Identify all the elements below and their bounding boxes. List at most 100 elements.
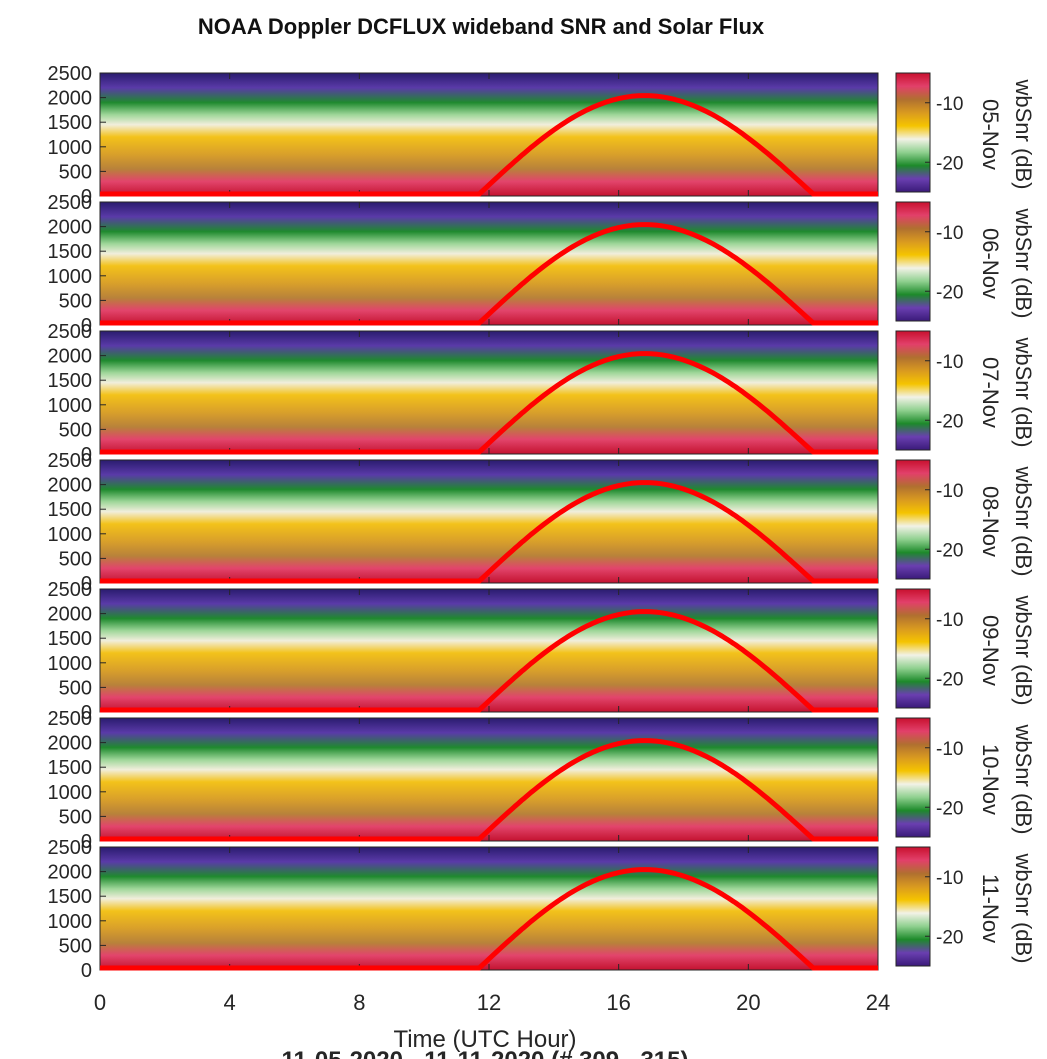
heatmap-09-Nov	[100, 589, 878, 712]
x-tick-label: 20	[736, 990, 760, 1015]
y-tick-label: 1500	[48, 370, 93, 392]
y-tick-label: 2500	[48, 192, 93, 214]
x-tick-label: 24	[866, 990, 890, 1015]
colorbar-label: wbSnr (dB)	[1011, 336, 1036, 447]
solar-flux-curve	[100, 351, 878, 455]
y-tick-label: 1500	[48, 112, 93, 134]
solar-flux-curve	[100, 222, 878, 326]
colorbar	[895, 201, 931, 322]
colorbar-tick-label: -20	[936, 927, 963, 948]
solar-flux-curve	[100, 609, 878, 713]
y-tick-label: 500	[59, 290, 92, 312]
colorbar-tick-label: -20	[936, 153, 963, 174]
y-tick-label: 1500	[48, 241, 93, 263]
panel-date-label: 05-Nov	[978, 99, 1003, 170]
x-tick-label: 8	[353, 990, 365, 1015]
y-tick-label: 2500	[48, 579, 93, 601]
y-tick-label: 2500	[48, 837, 93, 859]
y-tick-label: 500	[59, 548, 92, 570]
colorbar	[895, 588, 931, 709]
y-tick-label: 500	[59, 935, 92, 957]
y-tick-label: 500	[59, 677, 92, 699]
panel-date-label: 10-Nov	[978, 744, 1003, 815]
colorbar-tick-label: -10	[936, 223, 963, 244]
panel-date-label: 06-Nov	[978, 228, 1003, 299]
colorbar-tick-label: -20	[936, 798, 963, 819]
y-tick-label: 2000	[48, 88, 93, 110]
colorbar-tick-label: -10	[936, 868, 963, 889]
x-tick-label: 4	[224, 990, 236, 1015]
y-tick-label: 500	[59, 419, 92, 441]
y-tick-label: 2000	[48, 862, 93, 884]
x-tick-label: 16	[606, 990, 630, 1015]
chart-subtitle: 11-05-2020 - 11-11-2020 (# 309 - 315)	[282, 1047, 689, 1059]
panel-date-label: 07-Nov	[978, 357, 1003, 428]
y-tick-label: 1500	[48, 499, 93, 521]
x-tick-label: 0	[94, 990, 106, 1015]
chart-title: NOAA Doppler DCFLUX wideband SNR and Sol…	[197, 14, 765, 39]
y-tick-label: 1000	[48, 911, 93, 933]
y-tick-label: 1000	[48, 653, 93, 675]
panel-date-label: 11-Nov	[978, 874, 1003, 943]
colorbar-tick-label: -20	[936, 669, 963, 690]
y-tick-label: 1500	[48, 628, 93, 650]
colorbar-label: wbSnr (dB)	[1011, 852, 1036, 963]
heatmap-08-Nov	[100, 460, 878, 583]
colorbar-tick-label: -20	[936, 540, 963, 561]
colorbar	[895, 717, 931, 838]
colorbar-label: wbSnr (dB)	[1011, 594, 1036, 705]
y-tick-label: 2000	[48, 217, 93, 239]
y-tick-label: 0	[81, 573, 92, 595]
y-tick-label: 2500	[48, 321, 93, 343]
solar-flux-curve	[100, 867, 878, 971]
y-tick-label: 2500	[48, 450, 93, 472]
x-axis-label: Time (UTC Hour)	[393, 1026, 576, 1053]
colorbar-tick-label: -20	[936, 411, 963, 432]
colorbar-label: wbSnr (dB)	[1011, 207, 1036, 318]
panel-date-label: 09-Nov	[978, 615, 1003, 686]
solar-flux-curve	[100, 480, 878, 584]
y-tick-label: 0	[81, 186, 92, 208]
y-tick-label: 1000	[48, 782, 93, 804]
y-tick-label: 0	[81, 960, 92, 982]
y-tick-label: 2000	[48, 475, 93, 497]
solar-flux-curve	[100, 738, 878, 842]
y-tick-label: 2500	[48, 708, 93, 730]
colorbar-tick-label: -20	[936, 282, 963, 303]
colorbar-tick-label: -10	[936, 739, 963, 760]
colorbar	[895, 459, 931, 580]
heatmap-11-Nov	[100, 847, 878, 970]
y-tick-label: 500	[59, 161, 92, 183]
y-tick-label: 2500	[48, 63, 93, 85]
y-tick-label: 2000	[48, 604, 93, 626]
y-tick-label: 1000	[48, 266, 93, 288]
panel-date-label: 08-Nov	[978, 486, 1003, 557]
heatmap-10-Nov	[100, 718, 878, 841]
y-tick-label: 1000	[48, 137, 93, 159]
colorbar-tick-label: -10	[936, 481, 963, 502]
y-tick-label: 1500	[48, 886, 93, 908]
colorbar-tick-label: -10	[936, 352, 963, 373]
y-tick-label: 2000	[48, 346, 93, 368]
y-tick-label: 0	[81, 702, 92, 724]
colorbar-tick-label: -10	[936, 94, 963, 115]
colorbar-tick-label: -10	[936, 610, 963, 631]
y-tick-label: 0	[81, 315, 92, 337]
colorbar	[895, 330, 931, 451]
colorbar-label: wbSnr (dB)	[1011, 78, 1036, 189]
y-tick-label: 0	[81, 444, 92, 466]
x-tick-label: 12	[477, 990, 501, 1015]
y-tick-label: 500	[59, 806, 92, 828]
colorbar	[895, 846, 931, 967]
colorbar-label: wbSnr (dB)	[1011, 723, 1036, 834]
heatmap-06-Nov	[100, 202, 878, 325]
heatmap-05-Nov	[100, 73, 878, 196]
y-tick-label: 1000	[48, 524, 93, 546]
